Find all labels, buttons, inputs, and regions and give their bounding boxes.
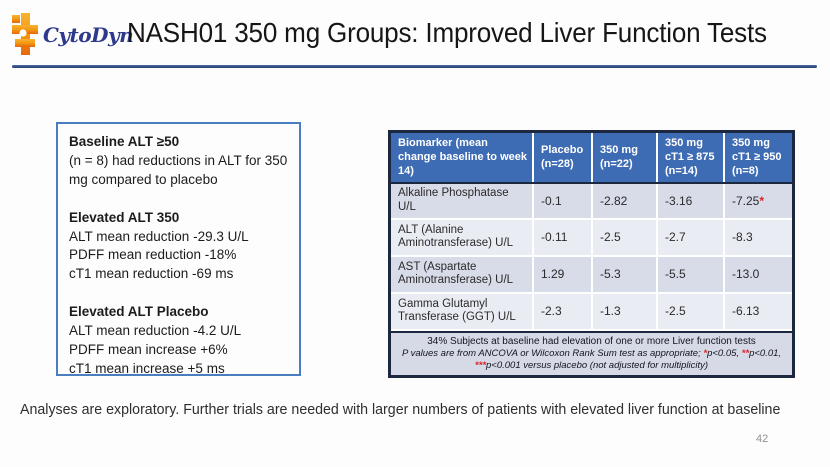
value-cell: -2.5: [658, 293, 725, 329]
summary-box: Baseline ALT ≥50 (n = 8) had reductions …: [56, 122, 301, 376]
value-cell: -13.0: [725, 257, 792, 292]
liver-function-table: Biomarker (mean change baseline to week …: [388, 130, 795, 379]
value-text: -7.25: [732, 193, 760, 208]
value-text: -6.13: [732, 304, 760, 319]
column-header-350mg-ct1-875: 350 mg cT1 ≥ 875 (n=14): [658, 133, 725, 183]
biomarker-cell: Alkaline Phosphatase U/L: [391, 184, 534, 218]
p-value-star: ***: [474, 360, 487, 372]
significance-asterisk: *: [759, 193, 765, 208]
value-cell: -2.7: [658, 219, 725, 255]
biomarker-cell: ALT (Alanine Aminotransferase) U/L: [391, 219, 534, 255]
p-value-star: *: [703, 348, 708, 360]
value-cell: -5.3: [593, 256, 658, 292]
column-header-placebo: Placebo (n=28): [534, 133, 593, 183]
logo-text: CytoDyn: [43, 23, 134, 47]
table-footnote: 34% Subjects at baseline had elevation o…: [391, 330, 792, 376]
title-underline: [12, 65, 817, 68]
value-cell: -8.3: [725, 220, 792, 255]
table-row-alt: ALT (Alanine Aminotransferase) U/L -0.11…: [391, 219, 792, 257]
biomarker-cell: Gamma Glutamyl Transferase (GGT) U/L: [391, 293, 534, 329]
summary-section-elevated-alt-placebo: Elevated ALT Placebo ALT mean reduction …: [69, 303, 288, 379]
value-cell: -0.11: [534, 219, 593, 255]
summary-line: cT1 mean reduction -69 ms: [69, 266, 234, 282]
page-number: 42: [756, 433, 769, 445]
footnote-text: P values are from ANCOVA or Wilcoxon Ran…: [401, 348, 704, 360]
value-cell: -0.1: [534, 184, 593, 218]
bottom-disclaimer: Analyses are exploratory. Further trials…: [20, 402, 781, 418]
footnote-line-1: 34% Subjects at baseline had elevation o…: [427, 335, 756, 347]
summary-section-baseline-alt: Baseline ALT ≥50 (n = 8) had reductions …: [69, 133, 288, 190]
table-row-ast: AST (Aspartate Aminotransferase) U/L 1.2…: [391, 256, 792, 294]
value-cell: -1.3: [593, 293, 658, 329]
table-row-ggt: Gamma Glutamyl Transferase (GGT) U/L -2.…: [391, 293, 792, 331]
summary-heading: Baseline ALT ≥50: [69, 134, 180, 149]
value-text: -13.0: [732, 267, 760, 282]
summary-section-elevated-alt-350: Elevated ALT 350 ALT mean reduction -29.…: [69, 209, 288, 285]
value-cell: -2.3: [534, 293, 593, 329]
column-header-350mg: 350 mg (n=22): [593, 133, 658, 183]
value-cell: -7.25 *: [725, 184, 792, 218]
table-header-row: Biomarker (mean change baseline to week …: [391, 133, 792, 185]
summary-heading: Elevated ALT 350: [69, 209, 180, 225]
p-value-star: **: [741, 348, 750, 360]
column-header-biomarker: Biomarker (mean change baseline to week …: [391, 133, 534, 183]
summary-line: PDFF mean increase +6%: [69, 342, 228, 358]
summary-line: ALT mean reduction -29.3 U/L: [69, 228, 249, 244]
biomarker-cell: AST (Aspartate Aminotransferase) U/L: [391, 256, 534, 292]
footnote-line-3: ***p<0.001 versus placebo (not adjusted …: [397, 360, 786, 372]
footnote-line-2: P values are from ANCOVA or Wilcoxon Ran…: [397, 348, 786, 360]
value-cell: -3.16: [658, 184, 725, 218]
value-text: -8.3: [732, 230, 753, 245]
table-row-alkaline-phosphatase: Alkaline Phosphatase U/L -0.1 -2.82 -3.1…: [391, 184, 792, 220]
column-header-350mg-ct1-950: 350 mg cT1 ≥ 950 (n=8): [732, 137, 782, 177]
logo: CytoDyn: [8, 12, 134, 58]
footnote-text: p<0.05,: [707, 348, 742, 360]
summary-line: (n = 8) had reductions in ALT for 350 mg…: [69, 152, 288, 187]
page-title: NASH01 350 mg Groups: Improved Liver Fun…: [127, 17, 767, 48]
value-cell: -5.5: [658, 256, 725, 292]
value-cell: -2.82: [593, 184, 658, 218]
footnote-text: p<0.01,: [749, 348, 782, 360]
value-cell: -6.13: [725, 294, 792, 329]
summary-line: cT1 mean increase +5 ms: [69, 360, 225, 376]
summary-line: ALT mean reduction -4.2 U/L: [69, 323, 242, 339]
summary-heading: Elevated ALT Placebo: [69, 304, 209, 320]
value-cell: -2.5: [593, 219, 658, 255]
value-cell: 1.29: [534, 256, 593, 292]
summary-line: PDFF mean reduction -18%: [69, 247, 237, 263]
footnote-text: p<0.001 versus placebo (not adjusted for…: [486, 360, 709, 372]
cytodyn-logo-icon: [12, 13, 38, 55]
